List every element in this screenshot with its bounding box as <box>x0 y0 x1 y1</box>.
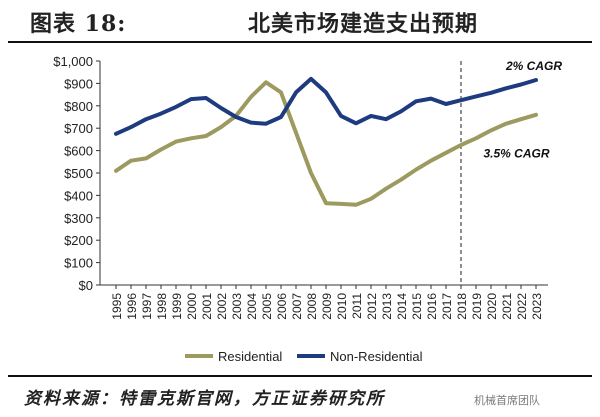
y-tick-label: $700 <box>64 121 93 136</box>
y-axis: $0 $100 $200 $300 $400 $500 $600 $700 $800 $900 $1… <box>53 54 101 293</box>
x-tick-label: 2023 <box>530 293 544 320</box>
x-tick-label: 2007 <box>290 293 304 320</box>
x-tick-label: 1996 <box>125 293 139 320</box>
x-tick-label: 2000 <box>185 293 199 320</box>
x-tick-label: 2010 <box>335 293 349 320</box>
x-tick-label: 2014 <box>395 293 409 320</box>
x-tick-label: 2018 <box>455 293 469 320</box>
cagr-annotation: 3.5% CAGR <box>484 146 550 160</box>
legend: Residential Non-Residential <box>185 349 423 364</box>
y-tick-label: $400 <box>64 188 93 203</box>
cagr-annotation: 2% CAGR <box>505 59 562 73</box>
x-tick-label: 2017 <box>440 293 454 320</box>
figure-title: 北美市场建造支出预期 <box>248 11 479 37</box>
series-line-non-residential <box>114 76 538 136</box>
source-note: 资料来源：特雷克斯官网，方正证券研究所 <box>24 389 385 409</box>
x-tick-label: 2004 <box>245 293 259 320</box>
x-tick-label: 2008 <box>305 293 319 320</box>
x-tick-label: 1999 <box>170 293 184 320</box>
figure-number: 图表 18: <box>30 11 127 37</box>
top-rule <box>8 41 592 43</box>
y-tick-label: $900 <box>64 76 93 91</box>
x-tick-label: 2006 <box>275 293 289 320</box>
x-tick-label: 2016 <box>425 293 439 320</box>
y-tick-label: $600 <box>64 144 93 159</box>
y-tick-label: $1,000 <box>53 54 93 69</box>
y-tick-label: $800 <box>64 99 93 114</box>
y-tick-label: $500 <box>64 166 93 181</box>
x-tick-label: 2022 <box>515 293 529 320</box>
x-tick-label: 2019 <box>470 293 484 320</box>
x-tick-label: 2021 <box>500 293 514 320</box>
x-tick-label: 1998 <box>155 293 169 320</box>
watermark: 机械首席团队 <box>474 394 540 407</box>
x-tick-label: 2005 <box>260 293 274 320</box>
series-layer <box>114 76 538 207</box>
x-tick-label: 2009 <box>320 293 334 320</box>
series-line-residential <box>114 80 538 207</box>
y-tick-label: $200 <box>64 233 93 248</box>
x-tick-label: 2013 <box>380 293 394 320</box>
bottom-rule <box>8 375 592 377</box>
x-tick-label: 1995 <box>110 293 124 320</box>
x-tick-label: 2002 <box>215 293 229 320</box>
x-tick-label: 2003 <box>230 293 244 320</box>
x-tick-label: 2020 <box>485 293 499 320</box>
legend-label: Non-Residential <box>330 349 423 364</box>
x-tick-label: 2001 <box>200 293 214 320</box>
y-tick-label: $0 <box>79 278 93 293</box>
x-axis: 1995 1996 1997 1998 1999 2000 2001 2002 2003 2004… <box>100 284 548 320</box>
x-tick-label: 2011 <box>350 293 364 319</box>
annotations: 2% CAGR 3.5% CAGR <box>484 59 563 160</box>
x-tick-label: 1997 <box>140 293 154 320</box>
x-tick-label: 2012 <box>365 293 379 320</box>
x-tick-label: 2015 <box>410 293 424 320</box>
y-tick-label: $300 <box>64 211 93 226</box>
y-tick-label: $100 <box>64 256 93 271</box>
legend-label: Residential <box>218 349 282 364</box>
